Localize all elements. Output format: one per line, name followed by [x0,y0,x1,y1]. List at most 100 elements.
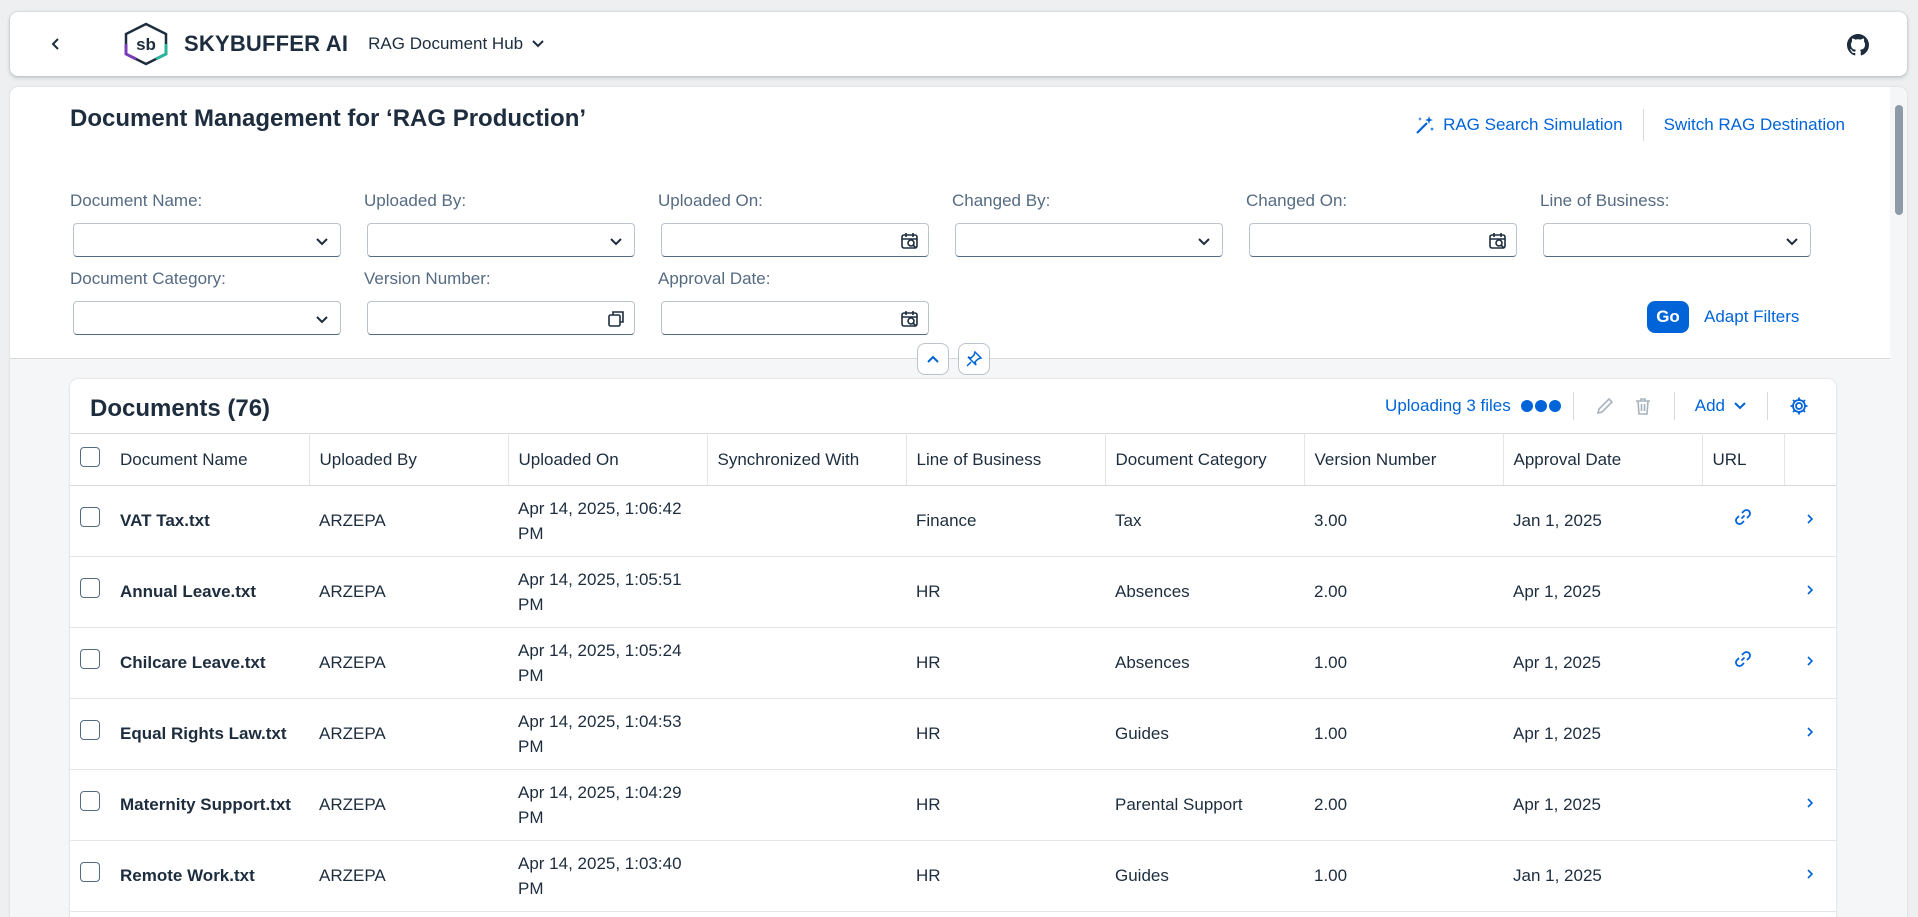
row-select-cell [70,627,110,699]
row-navigation[interactable] [1784,485,1836,557]
magic-wand-icon [1416,116,1435,134]
cell-line-of-business: HR [906,698,1105,770]
back-button[interactable] [40,28,72,60]
row-checkbox[interactable] [80,862,100,883]
column-header[interactable]: Line of Business [906,433,1106,486]
table-row[interactable]: Maternity Support.txt ARZEPA Apr 14, 202… [70,769,1836,841]
uploaded-on-date-range[interactable] [661,223,929,257]
column-header-nav [1784,433,1836,486]
row-select-cell [70,840,110,912]
column-header[interactable]: Approval Date [1503,433,1703,486]
cell-uploaded-on: Apr 14, 2025, 1:05:24 PM [508,627,707,699]
cell-uploaded-on: Apr 14, 2025, 1:05:51 PM [508,556,707,628]
calendar-search-icon[interactable] [900,309,920,329]
filter-document-category: Document Category: [70,269,341,335]
rag-search-simulation-button[interactable]: RAG Search Simulation [1414,114,1623,136]
scrollbar-thumb[interactable] [1895,105,1903,215]
cell-document-name: Annual Leave.txt [110,556,309,628]
cell-uploaded-on: Apr 14, 2025, 1:04:29 PM [508,769,707,841]
go-button[interactable]: Go [1647,301,1689,333]
cell-version-number: 2.00 [1304,556,1503,628]
cell-synchronized-with [707,485,906,557]
main-panel: Document Management for ‘RAG Production’… [10,87,1907,917]
select-all-checkbox[interactable] [80,447,100,467]
filter-label: Approval Date: [658,269,771,288]
github-icon[interactable] [1847,34,1869,56]
document-category-select[interactable] [73,301,341,335]
cell-version-number: 1.00 [1304,840,1503,912]
link-icon[interactable] [1733,507,1753,527]
changed-on-date-range[interactable] [1249,223,1517,257]
row-navigation[interactable] [1784,698,1836,770]
collapse-header-button[interactable] [917,343,949,375]
row-checkbox[interactable] [80,578,100,599]
column-header[interactable]: URL [1702,433,1785,486]
table-row[interactable]: Remote Work.txt ARZEPA Apr 14, 2025, 1:0… [70,840,1836,912]
cell-url [1702,769,1784,841]
calendar-search-icon[interactable] [900,231,920,251]
filter-label: Uploaded By: [364,191,467,210]
table-title: Documents (76) [90,395,271,422]
line-of-business-select[interactable] [1543,223,1811,257]
row-checkbox[interactable] [80,507,100,528]
row-checkbox[interactable] [80,720,100,741]
table-row[interactable]: Annual Leave.txt ARZEPA Apr 14, 2025, 1:… [70,556,1836,628]
column-header[interactable]: Uploaded On [508,433,708,486]
row-navigation[interactable] [1784,556,1836,628]
pin-icon [966,350,983,367]
cell-document-category: Guides [1105,698,1304,770]
table-row[interactable]: Chilcare Leave.txt ARZEPA Apr 14, 2025, … [70,627,1836,699]
skybuffer-logo: sb [124,22,168,66]
cell-line-of-business: HR [906,769,1105,841]
cell-url[interactable] [1702,627,1784,699]
cell-approval-date: Apr 1, 2025 [1503,698,1702,770]
chevron-down-icon [316,316,328,324]
cell-version-number: 2.00 [1304,769,1503,841]
switch-rag-destination-button[interactable]: Switch RAG Destination [1664,115,1845,135]
cell-url [1702,556,1784,628]
cell-document-category: Parental Support [1105,769,1304,841]
document-name-select[interactable] [73,223,341,257]
add-menu-button[interactable]: Add [1687,396,1755,416]
cell-url [1702,840,1784,912]
cell-document-category: Tax [1105,485,1304,557]
link-icon[interactable] [1733,649,1753,669]
row-navigation[interactable] [1784,769,1836,841]
row-checkbox[interactable] [80,649,100,670]
cell-document-category: Guides [1105,840,1304,912]
column-header[interactable]: Synchronized With [707,433,907,486]
cell-document-name: Maternity Support.txt [110,769,309,841]
version-number-input[interactable] [367,301,635,335]
cell-synchronized-with [707,840,906,912]
changed-by-select[interactable] [955,223,1223,257]
table-settings-button[interactable] [1780,390,1818,422]
pin-header-button[interactable] [958,343,990,375]
row-navigation[interactable] [1784,840,1836,912]
calendar-search-icon[interactable] [1488,231,1508,251]
table-row[interactable]: VAT Tax.txt ARZEPA Apr 14, 2025, 1:06:42… [70,485,1836,557]
cell-synchronized-with [707,556,906,628]
cell-approval-date: Jan 1, 2025 [1503,485,1702,557]
delete-button[interactable] [1624,390,1662,422]
edit-button[interactable] [1586,390,1624,422]
table-row[interactable]: Equal Rights Law.txt ARZEPA Apr 14, 2025… [70,698,1836,770]
adapt-filters-button[interactable]: Adapt Filters [1704,307,1800,326]
cell-url[interactable] [1702,485,1784,557]
cell-uploaded-by: ARZEPA [309,556,508,628]
row-navigation[interactable] [1784,627,1836,699]
cell-uploaded-by: ARZEPA [309,840,508,912]
approval-date-range[interactable] [661,301,929,335]
filter-approval-date: Approval Date: [658,269,929,335]
column-header[interactable]: Document Name [110,433,310,486]
cell-document-name: Equal Rights Law.txt [110,698,309,770]
value-help-icon[interactable] [606,309,626,329]
uploaded-by-select[interactable] [367,223,635,257]
select-all-cell [70,433,110,486]
column-header[interactable]: Uploaded By [309,433,509,486]
app-title-menu[interactable]: RAG Document Hub [368,34,545,54]
filter-line-of-business: Line of Business: [1540,191,1811,257]
column-header[interactable]: Version Number [1304,433,1504,486]
column-header[interactable]: Document Category [1105,433,1305,486]
row-checkbox[interactable] [80,791,100,812]
page-scrollbar[interactable] [1891,87,1907,917]
